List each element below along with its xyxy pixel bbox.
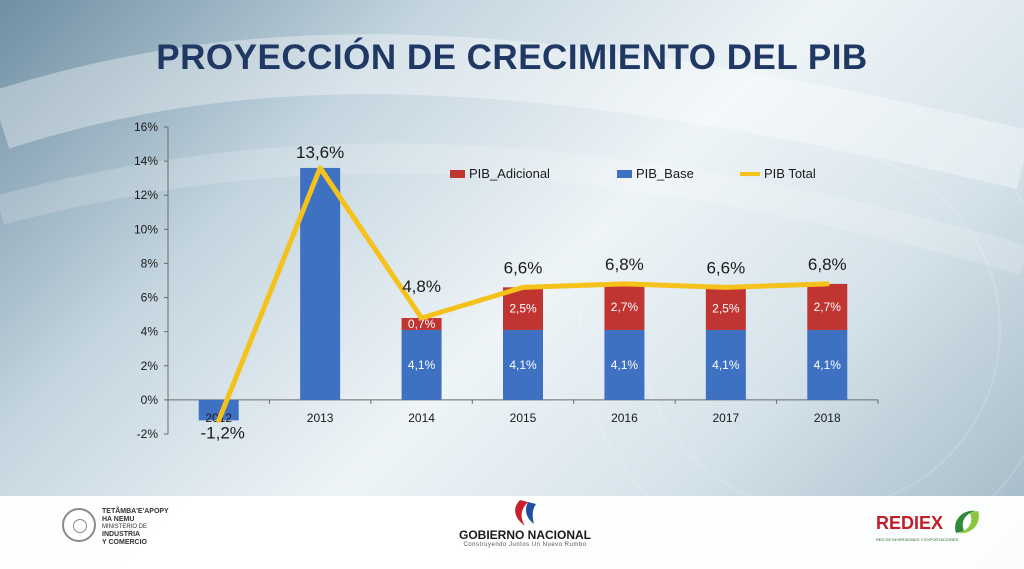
data-label-pib-total: 6,8% — [605, 255, 644, 274]
bar-pib-adicional — [401, 318, 442, 330]
ministry-line-2: HA NEMU — [102, 516, 135, 523]
bar-pib-adicional — [503, 287, 543, 330]
rediex-logo: REDIEX RED DE INVERSIONES Y EXPORTACIONE… — [876, 505, 986, 549]
footer-bar — [0, 496, 1024, 569]
data-label-pib-adicional: 2,7% — [814, 300, 842, 314]
y-tick-label: 12% — [134, 188, 158, 202]
y-tick-label: 2% — [141, 359, 159, 373]
ministry-line-3: MINISTERIO DE — [102, 524, 148, 530]
data-label-pib-total: 6,6% — [706, 258, 745, 277]
gobierno-nacional-tagline: Construyendo Juntos Un Nuevo Rumbo — [463, 542, 587, 548]
data-label-pib-base: 4,1% — [611, 358, 639, 372]
flag-swoosh-icon — [515, 500, 536, 526]
page-title: PROYECCIÓN DE CRECIMIENTO DEL PIB — [156, 38, 868, 77]
bar-pib-base — [198, 399, 239, 421]
bar-pib-adicional — [604, 283, 645, 330]
rediex-tagline: RED DE INVERSIONES Y EXPORTACIONES — [876, 537, 959, 542]
data-label-pib-base: 4,1% — [712, 358, 740, 372]
x-tick-label: 2017 — [713, 411, 740, 425]
legend-label: PIB Total — [764, 166, 816, 181]
x-tick-label: 2015 — [510, 411, 537, 425]
y-tick-label: 4% — [141, 325, 159, 339]
legend-label: PIB_Adicional — [469, 166, 550, 181]
bar-pib-base — [604, 329, 645, 400]
x-tick-label: 2014 — [408, 411, 435, 425]
ministry-logo-text: TETÃMBA'E'APOPY HA NEMU MINISTERIO DE IN… — [102, 508, 169, 547]
rediex-name: REDIEX — [876, 513, 944, 533]
gobierno-nacional-name: GOBIERNO NACIONAL — [459, 528, 591, 542]
gobierno-nacional-logo: GOBIERNO NACIONAL Construyendo Juntos Un… — [450, 498, 600, 554]
x-tick-label: 2018 — [814, 411, 841, 425]
y-tick-label: 10% — [134, 222, 158, 236]
bar-pib-base — [401, 329, 442, 400]
y-tick-label: 16% — [134, 120, 158, 134]
legend-swatch — [617, 170, 632, 178]
x-tick-label: 2013 — [307, 411, 334, 425]
bar-pib-adicional — [807, 283, 848, 330]
line-pib-total — [216, 165, 830, 423]
data-label-pib-base: 4,1% — [408, 358, 436, 372]
data-label-pib-adicional: 2,5% — [509, 302, 537, 316]
y-tick-label: 6% — [141, 291, 159, 305]
y-tick-label: 0% — [141, 393, 159, 407]
ministry-line-4: INDUSTRIA — [102, 531, 141, 538]
y-tick-label: -2% — [137, 427, 159, 441]
ministry-line-1: TETÃMBA'E'APOPY — [102, 508, 169, 515]
data-label-pib-adicional: 2,5% — [712, 302, 740, 316]
bar-pib-adicional — [705, 287, 746, 330]
y-tick-label: 8% — [141, 256, 159, 270]
y-tick-label: 14% — [134, 154, 158, 168]
data-label-pib-adicional: 0,7% — [408, 317, 436, 331]
data-label-pib-adicional: 2,7% — [611, 300, 639, 314]
rediex-swirl-icon — [955, 510, 979, 534]
bar-pib-base — [503, 329, 543, 400]
data-label-pib-total: 6,6% — [504, 258, 543, 277]
data-label-pib-total: -1,2% — [201, 423, 245, 442]
legend-swatch — [450, 170, 465, 178]
legend-label: PIB_Base — [636, 166, 694, 181]
bar-pib-base — [807, 329, 848, 400]
x-tick-label: 2016 — [611, 411, 638, 425]
data-label-pib-base: 4,1% — [509, 358, 537, 372]
ministry-line-5: Y COMERCIO — [102, 539, 147, 546]
data-label-pib-base: 4,1% — [814, 358, 842, 372]
bar-pib-base — [705, 329, 746, 400]
data-label-pib-total: 13,6% — [296, 143, 344, 162]
data-label-pib-total: 4,8% — [402, 277, 441, 296]
ministry-logo: TETÃMBA'E'APOPY HA NEMU MINISTERIO DE IN… — [62, 508, 212, 548]
national-seal-icon — [62, 508, 96, 542]
data-label-pib-total: 6,8% — [808, 255, 847, 274]
